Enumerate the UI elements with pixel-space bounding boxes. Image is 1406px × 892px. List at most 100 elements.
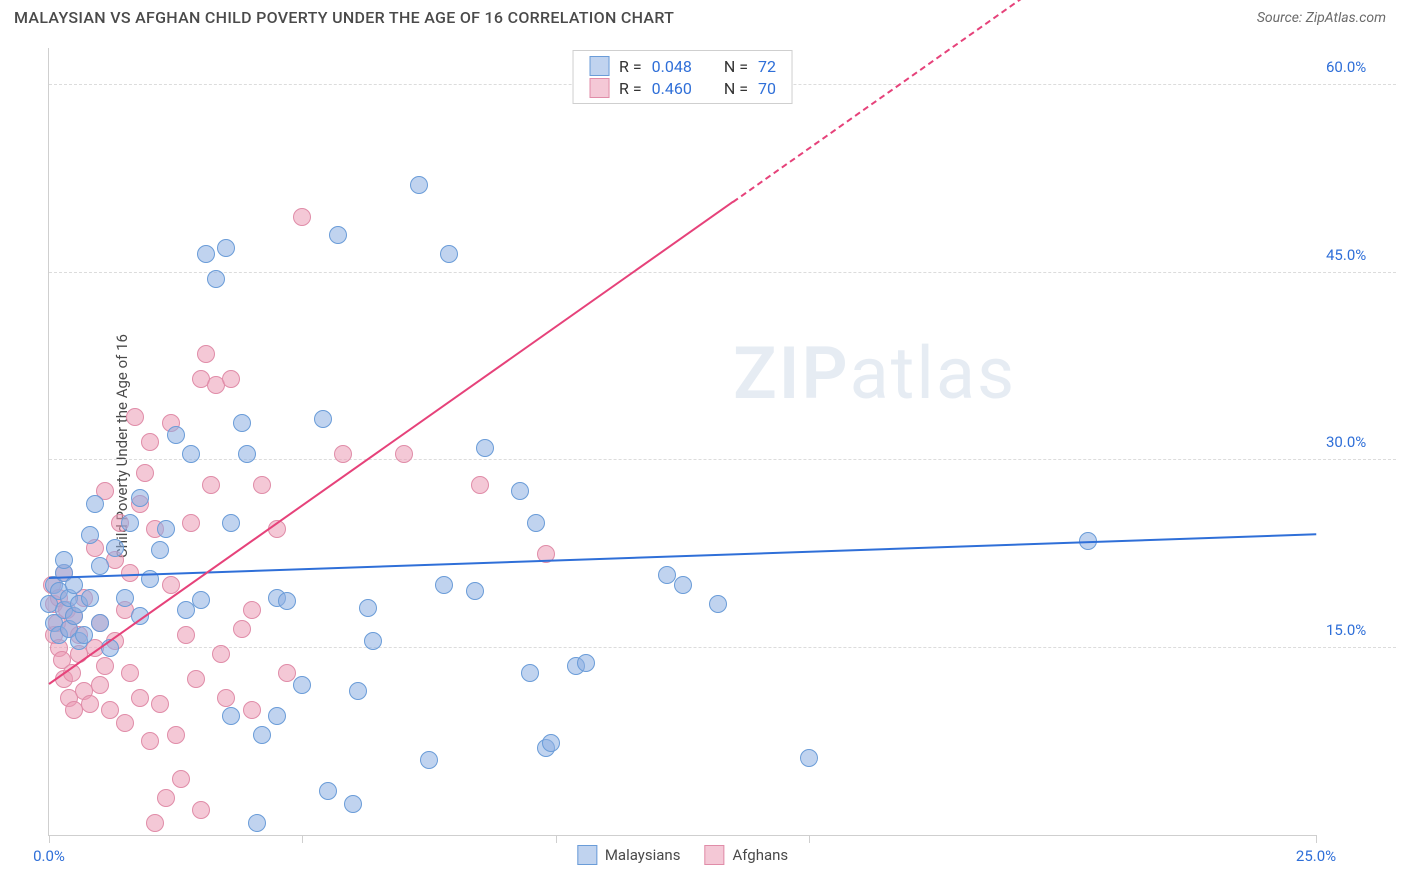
afghans-point	[167, 726, 185, 744]
malaysians-point	[329, 226, 347, 244]
y-tick-label: 45.0%	[1326, 246, 1396, 264]
stat-r-value: 0.460	[652, 79, 692, 98]
malaysians-point	[364, 632, 382, 650]
malaysians-point	[268, 707, 286, 725]
gridline	[49, 647, 1396, 648]
legend-item: Malaysians	[577, 845, 681, 865]
gridline	[49, 272, 1396, 273]
afghans-point	[141, 433, 159, 451]
afghans-point	[278, 664, 296, 682]
malaysians-point	[349, 682, 367, 700]
afghans-point	[197, 345, 215, 363]
afghans-point	[126, 408, 144, 426]
afghans-point	[217, 689, 235, 707]
malaysians-point	[238, 445, 256, 463]
stat-n-label: N =	[724, 57, 748, 76]
afghans-point	[177, 626, 195, 644]
afghans-point	[192, 801, 210, 819]
malaysians-point	[217, 239, 235, 257]
afghans-point	[146, 814, 164, 832]
malaysians-point	[86, 495, 104, 513]
afghans-point	[121, 564, 139, 582]
afghans-point	[151, 695, 169, 713]
legend-label: Malaysians	[605, 846, 681, 864]
afghans-point	[96, 657, 114, 675]
malaysians-point	[709, 595, 727, 613]
stat-r-value: 0.048	[652, 57, 692, 76]
stats-row: R = 0.460 N = 70	[589, 77, 776, 99]
malaysians-point	[511, 482, 529, 500]
stat-n-value: 70	[758, 79, 776, 98]
x-tick	[302, 835, 303, 843]
malaysians-point	[466, 582, 484, 600]
afghans-point	[136, 464, 154, 482]
malaysians-point	[91, 557, 109, 575]
afghans-point	[182, 514, 200, 532]
afghans-point	[172, 770, 190, 788]
malaysians-point	[116, 589, 134, 607]
malaysians-point	[157, 520, 175, 538]
malaysians-point	[248, 814, 266, 832]
y-tick-label: 60.0%	[1326, 58, 1396, 76]
malaysians-point	[151, 541, 169, 559]
afghans-point	[202, 476, 220, 494]
malaysians-point	[81, 589, 99, 607]
afghans-point	[233, 620, 251, 638]
y-tick-label: 15.0%	[1326, 621, 1396, 639]
afghans-point	[253, 476, 271, 494]
y-tick-label: 30.0%	[1326, 433, 1396, 451]
afghans-point	[293, 208, 311, 226]
malaysians-point	[521, 664, 539, 682]
afghans-point	[334, 445, 352, 463]
watermark: ZIPatlas	[733, 331, 1016, 416]
malaysians-point	[222, 514, 240, 532]
stat-r-label: R =	[619, 79, 642, 98]
chart-title: MALAYSIAN VS AFGHAN CHILD POVERTY UNDER …	[14, 8, 674, 27]
chart-header: MALAYSIAN VS AFGHAN CHILD POVERTY UNDER …	[0, 0, 1406, 31]
malaysians-point	[800, 749, 818, 767]
malaysians-point	[167, 426, 185, 444]
malaysians-point	[344, 795, 362, 813]
malaysians-point	[55, 551, 73, 569]
legend-label: Afghans	[732, 846, 788, 864]
malaysians-point	[106, 539, 124, 557]
afghans-point	[395, 445, 413, 463]
legend-item: Afghans	[704, 845, 788, 865]
afghans-point	[81, 695, 99, 713]
malaysians-point	[420, 751, 438, 769]
malaysians-point	[440, 245, 458, 263]
malaysians-point	[222, 707, 240, 725]
stat-n-label: N =	[724, 79, 748, 98]
malaysians-point	[359, 599, 377, 617]
stats-legend: R =0.048N =72R =0.460N =70	[572, 50, 793, 104]
afghans-point	[101, 701, 119, 719]
afghans-point	[471, 476, 489, 494]
malaysians-point	[253, 726, 271, 744]
x-tick	[556, 835, 557, 843]
malaysians-point	[527, 514, 545, 532]
malaysians-point	[207, 270, 225, 288]
malaysians-point	[476, 439, 494, 457]
afghans-point	[121, 664, 139, 682]
afghans-point	[243, 601, 261, 619]
afghans-point	[157, 789, 175, 807]
x-tick	[1316, 835, 1317, 843]
scatter-chart: ZIPatlas 15.0%30.0%45.0%60.0%0.0%25.0%R …	[48, 48, 1316, 836]
afghans-point	[91, 676, 109, 694]
malaysians-point	[314, 410, 332, 428]
malaysians-point	[192, 591, 210, 609]
afghans-point	[243, 701, 261, 719]
malaysians-point	[278, 592, 296, 610]
malaysians-point	[182, 445, 200, 463]
legend-swatch	[577, 845, 597, 865]
malaysians-point	[577, 654, 595, 672]
series-legend: Malaysians Afghans	[577, 845, 788, 865]
x-tick	[809, 835, 810, 843]
afghans-point	[212, 645, 230, 663]
malaysians-point	[435, 576, 453, 594]
malaysians-point	[674, 576, 692, 594]
malaysians-point	[131, 489, 149, 507]
x-tick	[49, 835, 50, 843]
malaysians-point	[233, 414, 251, 432]
malaysians-point	[542, 734, 560, 752]
